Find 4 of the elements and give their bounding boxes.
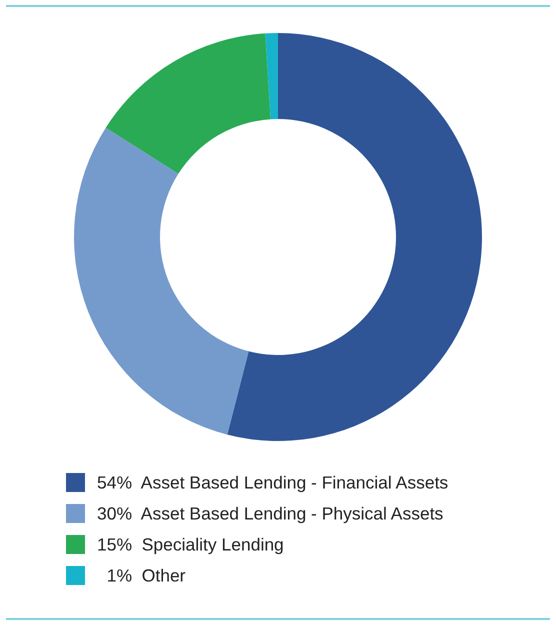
legend-label: 30% Asset Based Lending - Physical Assets	[97, 504, 444, 524]
legend-label: 15% Speciality Lending	[97, 534, 284, 554]
legend-label: 54% Asset Based Lending - Financial Assets	[97, 472, 448, 492]
legend-label: 1% Other	[106, 566, 186, 586]
